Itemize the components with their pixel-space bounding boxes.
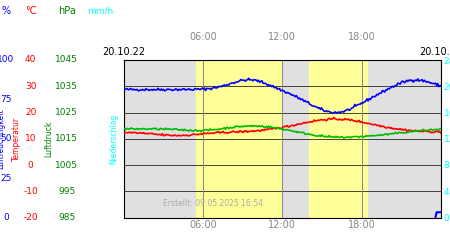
Text: %: %	[1, 6, 10, 16]
Text: Erstellt: 09.05.2025 16:54: Erstellt: 09.05.2025 16:54	[162, 199, 263, 208]
Text: -20: -20	[23, 213, 38, 222]
Bar	[309, 60, 368, 218]
Text: Luftfeuchtigkeit: Luftfeuchtigkeit	[0, 108, 5, 169]
Text: 40: 40	[25, 56, 36, 64]
Text: 10: 10	[25, 134, 36, 143]
Text: mm/h: mm/h	[87, 7, 113, 16]
Text: 1045: 1045	[55, 56, 78, 64]
Text: 1035: 1035	[55, 82, 78, 91]
Bar	[197, 60, 283, 218]
Text: 0: 0	[28, 160, 33, 170]
Text: 985: 985	[58, 213, 75, 222]
Text: hPa: hPa	[58, 6, 76, 16]
Text: 75: 75	[0, 95, 12, 104]
Text: Niederschlag: Niederschlag	[109, 114, 118, 164]
Text: 1025: 1025	[55, 108, 78, 117]
Text: 0: 0	[3, 213, 9, 222]
Text: 100: 100	[0, 56, 14, 64]
Text: Luftdruck: Luftdruck	[44, 120, 53, 157]
Text: 995: 995	[58, 187, 75, 196]
Text: -10: -10	[23, 187, 38, 196]
Text: 30: 30	[25, 82, 36, 91]
Text: °C: °C	[25, 6, 36, 16]
Text: 20: 20	[25, 108, 36, 117]
Text: Temperatur: Temperatur	[12, 117, 21, 161]
Text: 25: 25	[0, 174, 12, 182]
Text: 50: 50	[0, 134, 12, 143]
Text: 1005: 1005	[55, 160, 78, 170]
Text: 1015: 1015	[55, 134, 78, 143]
